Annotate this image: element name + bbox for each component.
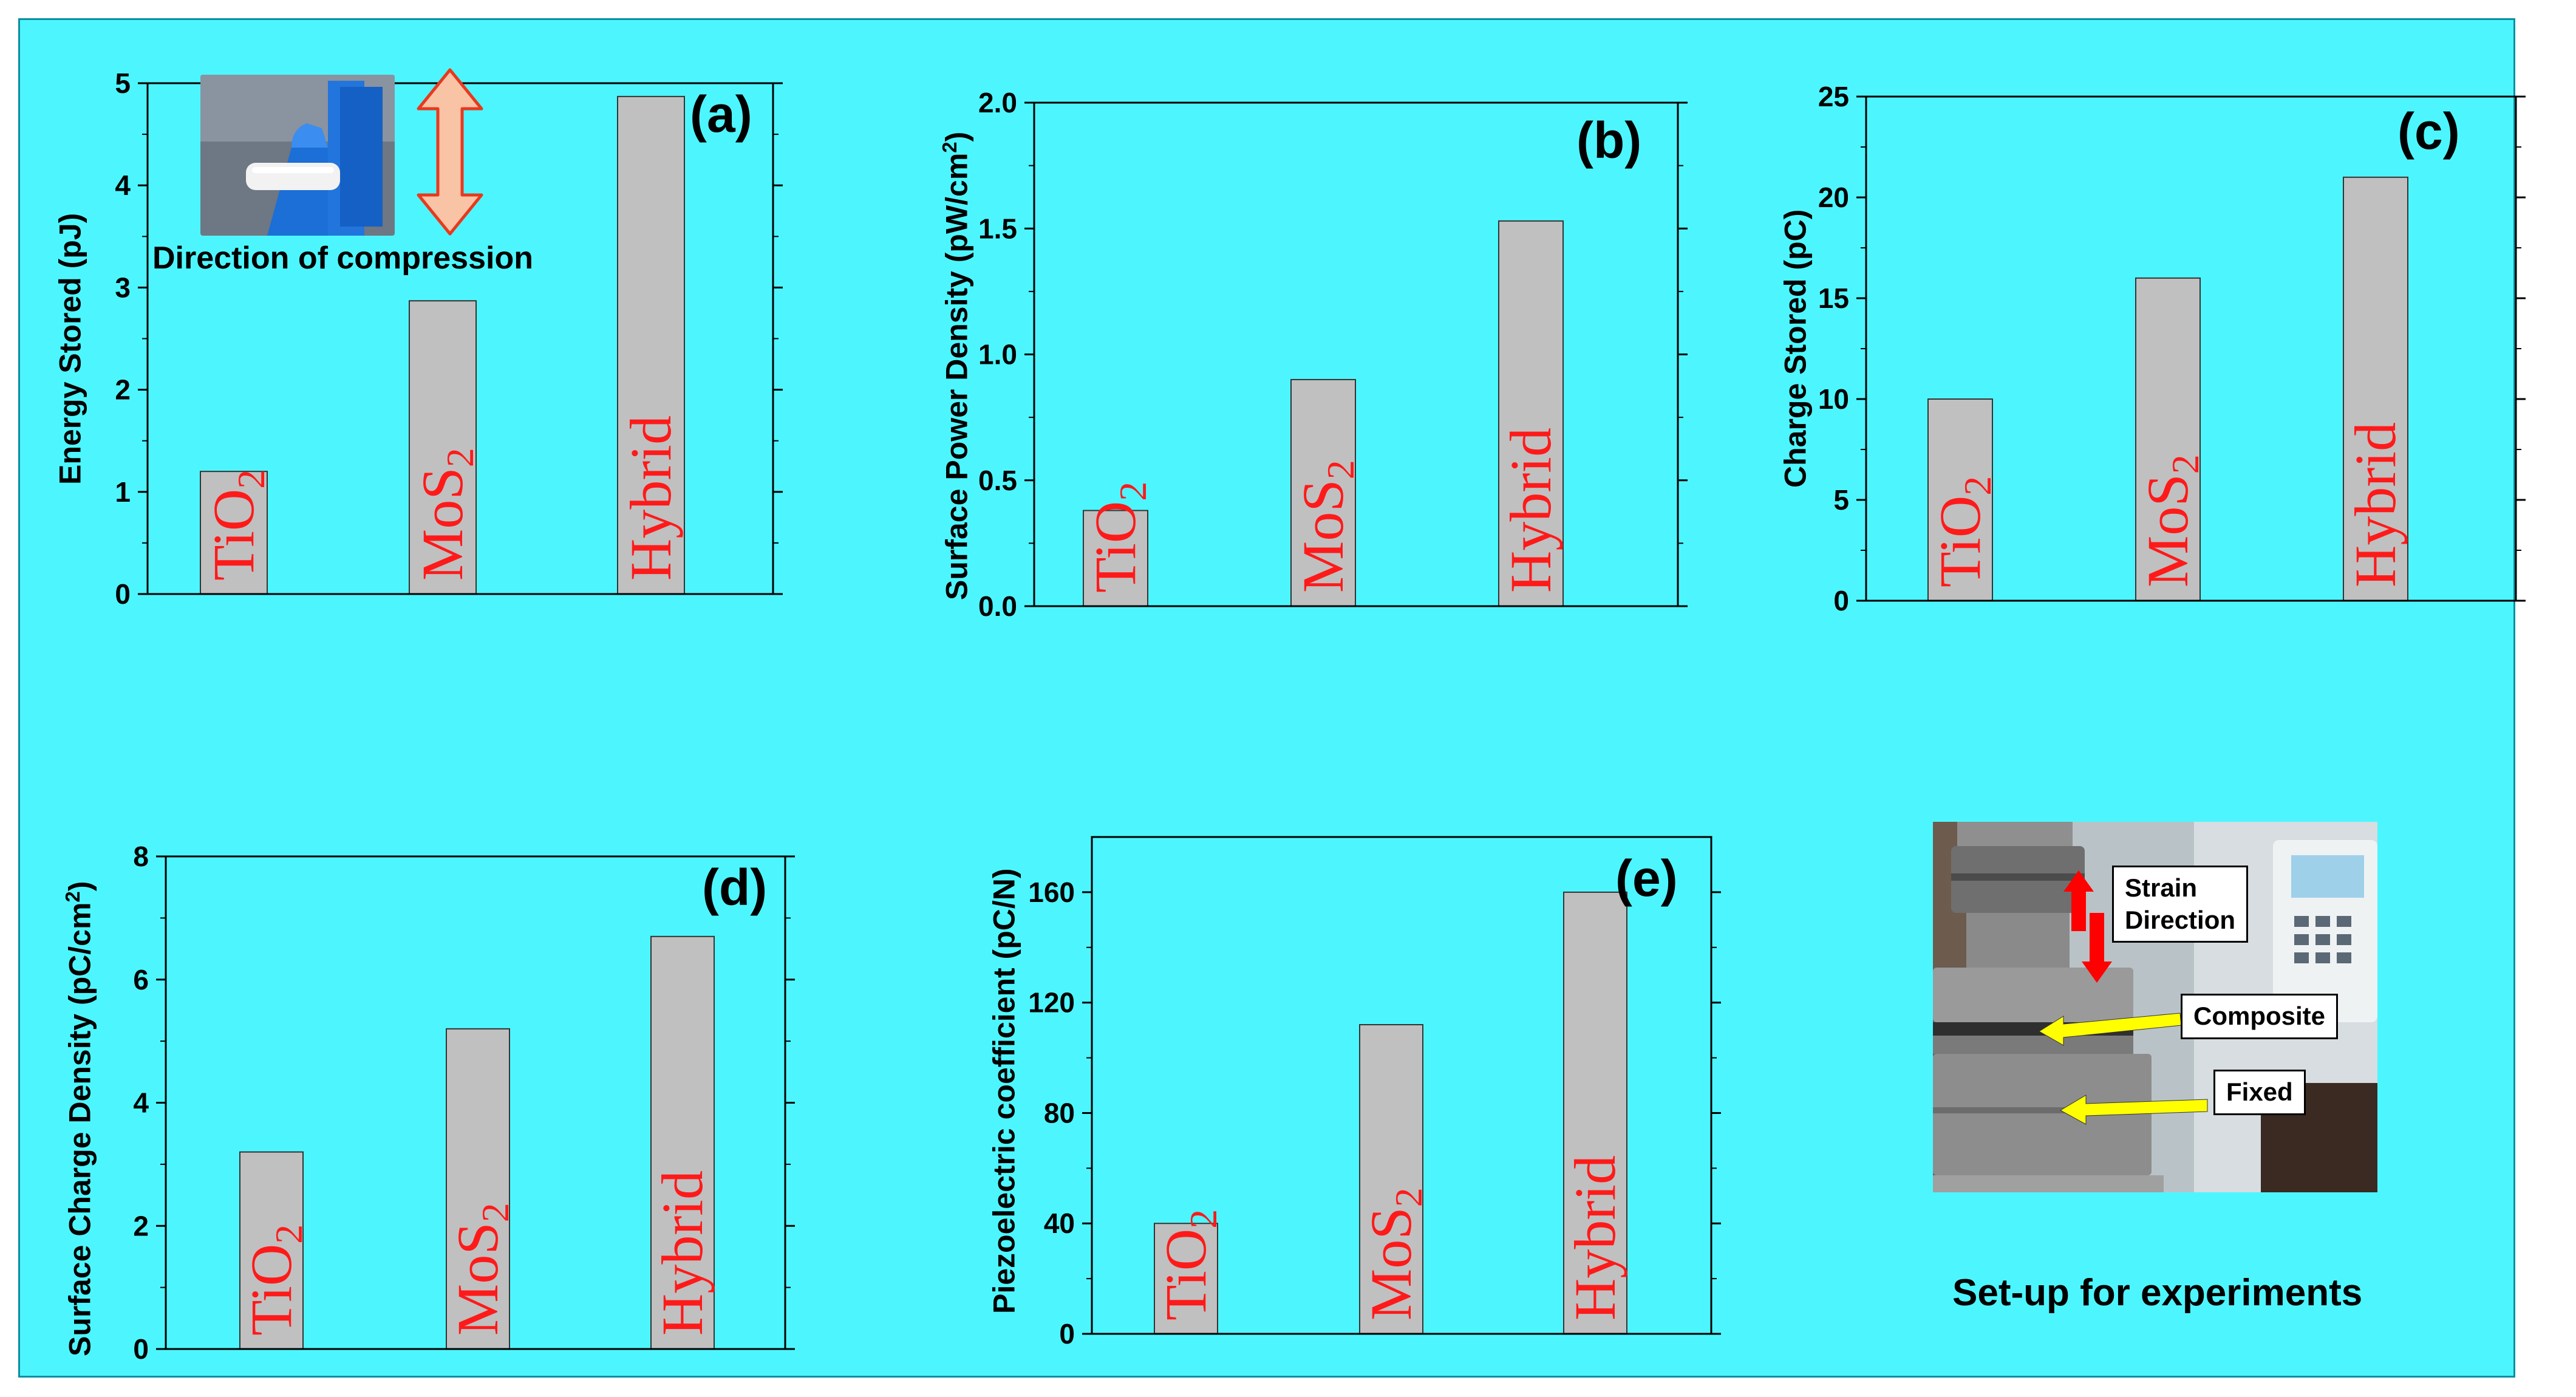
y-axis-label: Surface Power Density (pW/cm2)	[938, 131, 974, 600]
panel-label: (d)	[702, 859, 768, 916]
bar-chart-e: 0 40 80 120 160 TiO2 MoS2 Hybrid	[1028, 836, 1721, 1350]
panel-b: Surface Power Density (pW/cm2) 0.0 0.5 1.0…	[901, 20, 1726, 627]
figure-canvas: Energy Stored (pJ) 0 1 2 3 4 5 TiO2 MoS2 Hybrid …	[18, 18, 2526, 1379]
bar	[650, 935, 715, 1350]
bar-category-label: TiO2	[239, 1225, 310, 1336]
y-tick-label: 2	[115, 374, 131, 406]
bar	[1927, 398, 1993, 601]
y-tick-label: 0	[1059, 1318, 1075, 1350]
bar-category-label: Hybrid	[618, 415, 683, 581]
y-axis-label: Charge Stored (pC)	[1778, 209, 1813, 488]
bar-category-label: MoS2	[1290, 460, 1362, 593]
bar-category-label: TiO2	[1153, 1209, 1225, 1320]
y-tick-label: 6	[133, 964, 149, 996]
y-tick-label: 0	[1833, 585, 1849, 617]
y-tick-label: 2	[133, 1210, 149, 1242]
setup-panel: Strain Direction Composite Fixed Set-up f…	[1933, 822, 2479, 1368]
bar-category-label: MoS2	[410, 448, 482, 581]
y-tick-label: 0	[133, 1333, 149, 1365]
bar	[1154, 1223, 1218, 1334]
bar-category-label: Hybrid	[1498, 428, 1563, 593]
inset-photo-hand	[200, 75, 395, 236]
strain-arrow-icon	[2063, 870, 2112, 983]
panel-label: (a)	[690, 86, 752, 143]
inset-caption: Direction of compression	[152, 241, 533, 276]
bar	[1498, 220, 1564, 607]
bar-chart-c: 0 5 10 15 20 25 TiO2 MoS2 Hybrid	[1818, 81, 2526, 617]
y-tick-label: 5	[115, 67, 131, 99]
y-tick-label: 0.0	[978, 590, 1017, 622]
panel-e: Piezoelectric coefficient (pC/N) 0 40 80 12…	[931, 798, 1721, 1379]
panel-label: (e)	[1615, 850, 1678, 907]
bar	[446, 1028, 510, 1350]
bar-chart-d: 0 2 4 6 8 TiO2 MoS2 Hybrid	[133, 841, 795, 1365]
y-tick-label: 120	[1028, 987, 1075, 1019]
bar	[1083, 510, 1148, 607]
y-tick-label: 1.0	[978, 339, 1017, 371]
bar	[1563, 891, 1627, 1334]
bar-category-label: TiO2	[1083, 482, 1154, 593]
fixed-label: Fixed	[2213, 1070, 2306, 1115]
fixed-arrow-icon	[2059, 1095, 2208, 1125]
bar	[2135, 277, 2201, 601]
bar	[200, 471, 268, 595]
bar	[409, 300, 477, 595]
bar	[1290, 378, 1356, 607]
y-tick-label: 1	[115, 476, 131, 508]
y-tick-label: 0	[115, 578, 131, 610]
bar-chart-b: 0.0 0.5 1.0 1.5 2.0 TiO2 MoS2 Hybrid	[978, 87, 1688, 622]
y-tick-label: 0.5	[978, 465, 1017, 496]
bar-category-label: Hybrid	[2343, 422, 2408, 587]
panel-a: Energy Stored (pJ) 0 1 2 3 4 5 TiO2 MoS2 Hybrid …	[20, 20, 870, 627]
panel-label: (b)	[1576, 112, 1642, 169]
y-tick-label: 4	[115, 169, 131, 201]
panel-label: (c)	[2397, 103, 2460, 160]
plot-frame	[1091, 836, 1712, 1335]
bar	[2343, 176, 2408, 601]
bar-category-label: MoS2	[1358, 1187, 1430, 1320]
bar	[239, 1151, 304, 1350]
bar-category-label: Hybrid	[650, 1170, 715, 1336]
composite-arrow-icon	[2039, 1013, 2182, 1046]
y-tick-label: 4	[133, 1087, 149, 1119]
y-tick-label: 8	[133, 841, 149, 872]
y-tick-label: 10	[1818, 383, 1849, 415]
y-axis-label: Energy Stored (pJ)	[53, 213, 87, 485]
y-tick-label: 160	[1028, 876, 1075, 908]
bar-category-label: TiO2	[1927, 476, 1999, 587]
y-tick-label: 2.0	[978, 87, 1017, 118]
bar-category-label: TiO2	[201, 470, 273, 581]
y-tick-label: 40	[1044, 1207, 1075, 1239]
y-tick-label: 5	[1833, 484, 1849, 516]
y-tick-label: 1.5	[978, 213, 1017, 244]
bar-category-label: MoS2	[445, 1203, 517, 1336]
double-arrow-icon	[417, 68, 483, 236]
y-tick-label: 80	[1044, 1097, 1075, 1129]
composite-label: Composite	[2181, 994, 2339, 1039]
y-tick-label: 20	[1818, 182, 1849, 213]
hand-photo-image	[200, 75, 395, 236]
y-tick-label: 3	[115, 272, 131, 303]
setup-caption: Set-up for experiments	[1952, 1272, 2363, 1314]
panel-d: Surface Charge Density (pC/cm2) 0 2 4 6 8 TiO…	[20, 798, 870, 1379]
panel-c: Charge Stored (pC) 0 5 10 15 20 25 TiO2 MoS2 Hyb…	[1733, 20, 2526, 627]
bar	[617, 95, 685, 595]
bar-category-label: MoS2	[2135, 454, 2207, 587]
strain-direction-label: Strain Direction	[2112, 866, 2249, 943]
bar-category-label: Hybrid	[1562, 1155, 1627, 1320]
y-tick-label: 15	[1818, 282, 1849, 314]
y-axis-label: Piezoelectric coefficient (pC/N)	[987, 868, 1021, 1314]
y-axis-label: Surface Charge Density (pC/cm2)	[61, 881, 97, 1356]
y-tick-label: 25	[1818, 81, 1849, 112]
